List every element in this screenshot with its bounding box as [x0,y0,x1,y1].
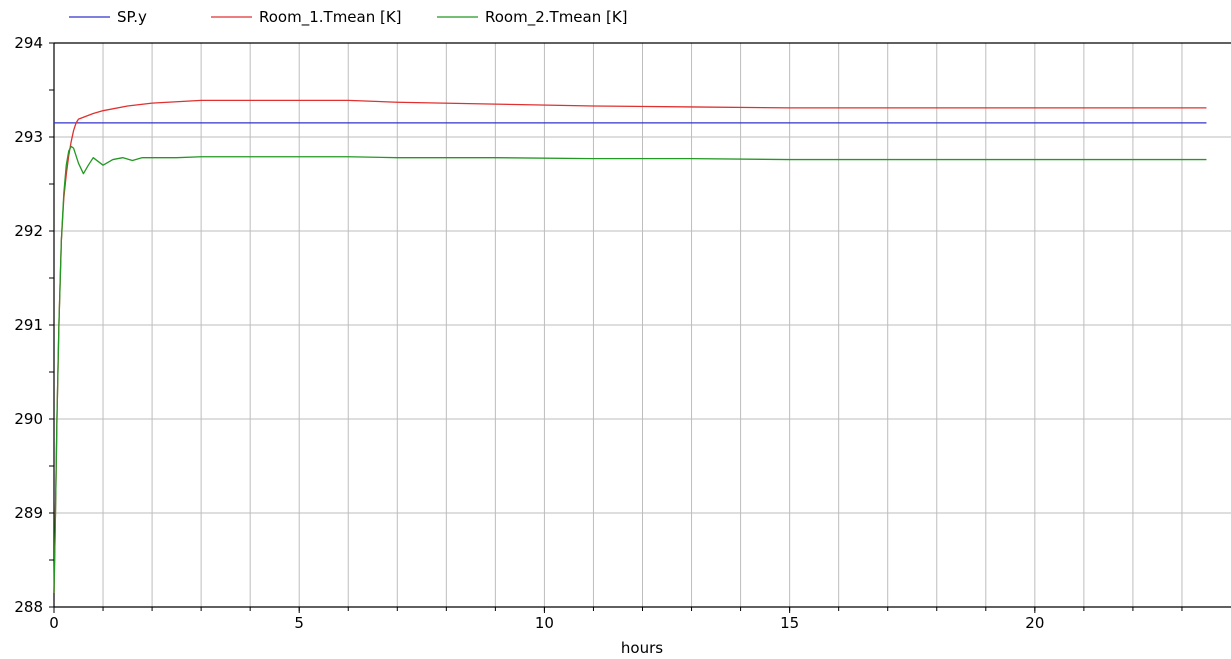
y-tick-label: 292 [14,222,43,240]
y-tick-label: 288 [14,598,43,616]
x-tick-label: 0 [49,614,59,632]
x-tick-label: 15 [780,614,799,632]
x-axis-title: hours [621,639,663,657]
series-line-2 [53,99,1207,593]
x-tick-label: 5 [294,614,304,632]
legend-label: Room_2.Tmean [K] [485,8,628,27]
y-tick-label: 290 [14,410,43,428]
legend-label: SP.y [117,8,147,26]
y-tick-label: 294 [14,34,43,52]
grid [54,42,1231,607]
legend-item: SP.y [69,8,147,26]
x-tick-label: 10 [535,614,554,632]
axis-ticks: 0 5 10 15 20 288 289 290 291 292 293 294 [14,34,1183,632]
series-group [53,99,1207,593]
legend-item: Room_1.Tmean [K] [211,8,402,27]
legend-label: Room_1.Tmean [K] [259,8,402,27]
legend-item: Room_2.Tmean [K] [437,8,628,27]
y-tick-label: 289 [14,504,43,522]
x-tick-label: 20 [1025,614,1044,632]
series-line-3 [53,145,1207,593]
legend: SP.y Room_1.Tmean [K] Room_2.Tmean [K] [69,8,628,27]
y-tick-label: 293 [14,128,43,146]
y-tick-label: 291 [14,316,43,334]
